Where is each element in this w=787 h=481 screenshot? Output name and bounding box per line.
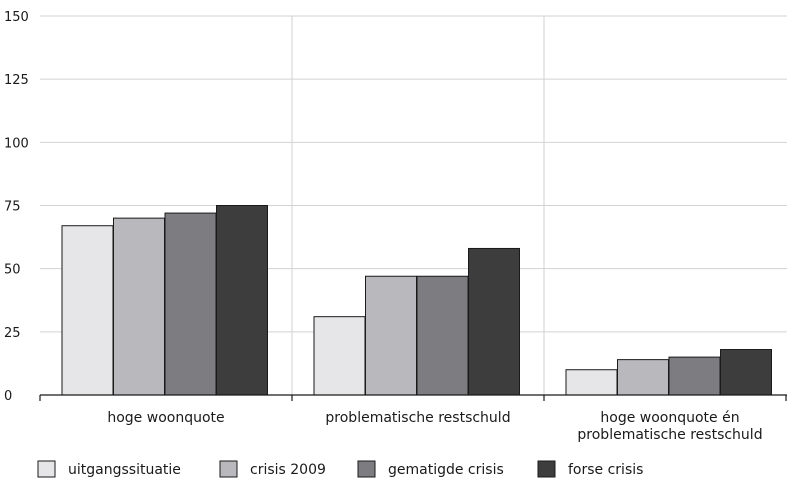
bar [114, 218, 165, 395]
bar [618, 360, 669, 395]
legend-swatch [538, 461, 555, 477]
legend-swatch [358, 461, 375, 477]
x-tick-label: problematische restschuld [325, 410, 510, 426]
bar [669, 357, 720, 395]
legend-label: uitgangssituatie [68, 462, 181, 478]
legend-swatch [220, 461, 237, 477]
bar [566, 370, 617, 395]
x-tick-label: problematische restschuld [577, 427, 762, 443]
bars [62, 206, 772, 396]
bar [217, 206, 268, 396]
bar [366, 276, 417, 395]
legend-label: forse crisis [568, 462, 643, 478]
bar [314, 317, 365, 395]
legend-label: crisis 2009 [250, 462, 326, 478]
y-tick-label: 50 [4, 263, 21, 278]
y-tick-label: 125 [4, 73, 29, 88]
y-axis: 0 25 50 75 100 125 150 [4, 10, 29, 404]
y-tick-label: 75 [4, 200, 21, 215]
bar [469, 248, 520, 395]
bar [721, 350, 772, 395]
x-tick-label: hoge woonquote én [600, 410, 739, 426]
legend-swatch [38, 461, 55, 477]
bar [62, 226, 113, 395]
x-axis-labels: hoge woonquote problematische restschuld h… [107, 410, 762, 443]
bar [165, 213, 216, 395]
y-tick-label: 150 [4, 10, 29, 25]
y-tick-label: 0 [4, 389, 12, 404]
y-tick-label: 100 [4, 136, 29, 151]
x-tick-label: hoge woonquote [107, 410, 224, 426]
x-axis [40, 395, 787, 401]
legend-label: gematigde crisis [388, 462, 504, 478]
y-tick-label: 25 [4, 326, 21, 341]
bar [417, 276, 468, 395]
legend: uitgangssituatie crisis 2009 gematigde cri… [38, 461, 643, 478]
